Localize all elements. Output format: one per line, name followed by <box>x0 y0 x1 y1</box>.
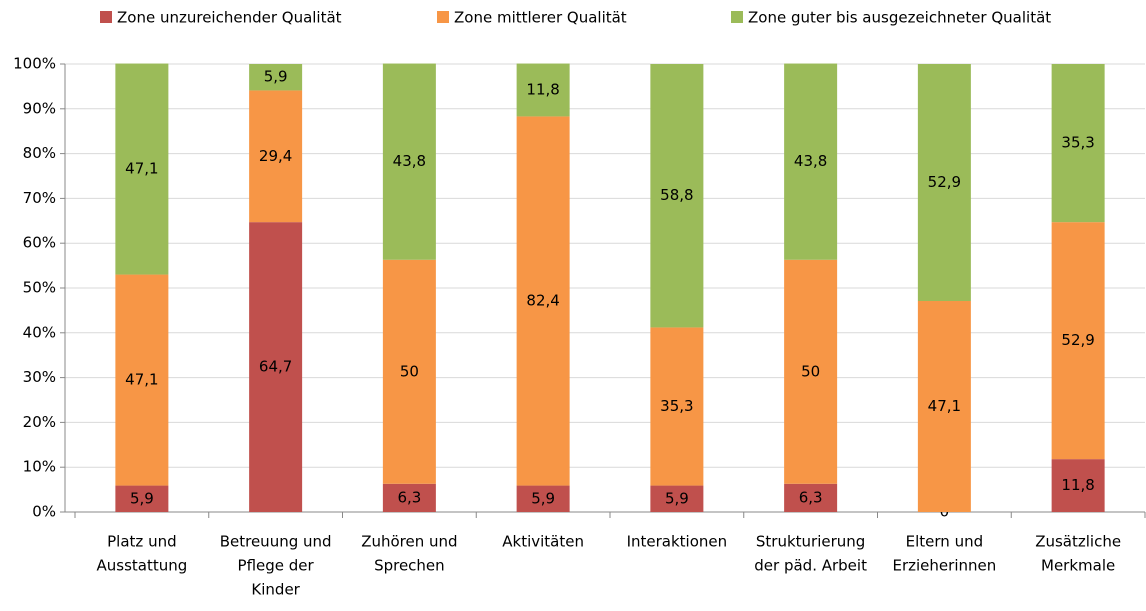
bar-segment <box>115 485 169 512</box>
data-label: 47,1 <box>928 397 961 415</box>
data-label: 35,3 <box>660 397 693 415</box>
bar-segment <box>115 63 169 275</box>
x-tick-label: der päd. Arbeit <box>754 557 867 575</box>
bar-segment <box>516 63 570 117</box>
data-label: 6,3 <box>799 488 823 506</box>
x-tick-label: Zusätzliche <box>1035 533 1121 551</box>
x-tick-label: Kinder <box>251 581 300 599</box>
y-tick-label: 20% <box>23 413 56 431</box>
y-tick-label: 0% <box>32 503 56 521</box>
bar-segment <box>516 116 570 486</box>
legend-swatch <box>437 11 449 23</box>
data-label: 50 <box>400 362 419 380</box>
data-label: 29,4 <box>259 147 292 165</box>
x-tick-label: Erzieherinnen <box>893 557 997 575</box>
bar-segment <box>650 64 704 328</box>
bar-segment <box>382 259 436 484</box>
bar-segment <box>249 64 303 91</box>
bar-segment <box>1051 64 1105 223</box>
y-tick-label: 100% <box>13 55 56 73</box>
data-label: 5,9 <box>264 68 288 86</box>
legend-label: Zone guter bis ausgezeichneter Qualität <box>748 9 1051 27</box>
bar-segment <box>249 222 303 513</box>
bar-segment <box>917 300 971 512</box>
legend-label: Zone unzureichender Qualität <box>117 9 342 27</box>
y-tick-label: 30% <box>23 368 56 386</box>
y-tick-label: 50% <box>23 279 56 297</box>
bar-segment <box>382 483 436 512</box>
x-tick-label: Ausstattung <box>96 557 187 575</box>
bar-segment <box>784 483 838 512</box>
data-label: 5,9 <box>665 489 689 507</box>
bar-segment <box>115 274 169 486</box>
data-label: 82,4 <box>526 291 559 309</box>
legend-swatch <box>100 11 112 23</box>
x-tick-label: Zuhören und <box>361 533 457 551</box>
y-tick-label: 80% <box>23 144 56 162</box>
bar-segment <box>382 63 436 260</box>
x-tick-label: Pflege der <box>238 557 315 575</box>
x-tick-label: Interaktionen <box>627 533 728 551</box>
legend-swatch <box>731 11 743 23</box>
data-label: 64,7 <box>259 358 292 376</box>
data-label: 5,9 <box>531 489 555 507</box>
bar-segment <box>516 485 570 512</box>
data-label: 43,8 <box>794 152 827 170</box>
data-label: 58,8 <box>660 186 693 204</box>
x-tick-label: Strukturierung <box>756 533 865 551</box>
data-label: 52,9 <box>928 173 961 191</box>
data-label: 43,8 <box>393 152 426 170</box>
x-tick-label: Betreuung und <box>220 533 332 551</box>
data-label: 52,9 <box>1061 331 1094 349</box>
bar-segment <box>650 327 704 486</box>
data-label: 47,1 <box>125 371 158 389</box>
bar-segment <box>650 485 704 512</box>
y-tick-label: 40% <box>23 323 56 341</box>
legend-label: Zone mittlerer Qualität <box>454 9 627 27</box>
x-tick-label: Merkmale <box>1041 557 1115 575</box>
bar-segment <box>784 63 838 260</box>
y-tick-label: 60% <box>23 234 56 252</box>
x-tick-label: Aktivitäten <box>502 533 584 551</box>
y-tick-label: 90% <box>23 99 56 117</box>
bar-segment <box>1051 459 1105 512</box>
data-label: 50 <box>801 362 820 380</box>
bar-segment <box>917 64 971 301</box>
data-label: 35,3 <box>1061 134 1094 152</box>
data-label: 11,8 <box>1061 476 1094 494</box>
bar-segment <box>249 90 303 223</box>
data-label: 6,3 <box>397 488 421 506</box>
data-label: 47,1 <box>125 160 158 178</box>
data-label: 5,9 <box>130 489 154 507</box>
data-label: 11,8 <box>526 80 559 98</box>
x-tick-label: Eltern und <box>906 533 983 551</box>
x-tick-label: Sprechen <box>374 557 445 575</box>
bar-segment <box>784 259 838 484</box>
bar-segment <box>1051 222 1105 460</box>
x-tick-label: Platz und <box>107 533 176 551</box>
y-tick-label: 10% <box>23 458 56 476</box>
y-tick-label: 70% <box>23 189 56 207</box>
